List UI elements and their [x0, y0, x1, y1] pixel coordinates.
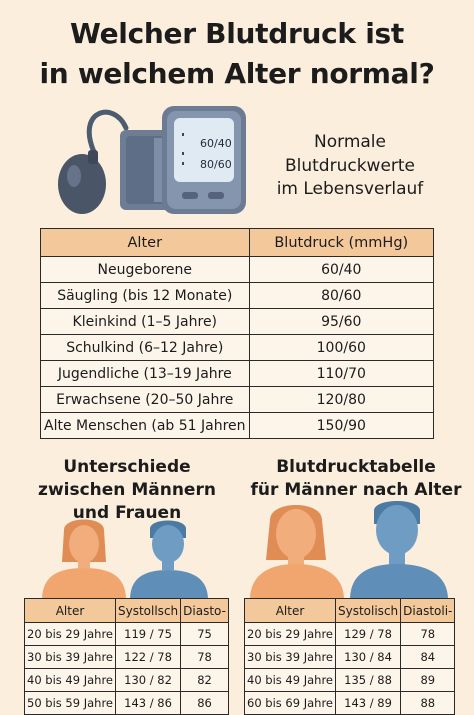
table-row: 40 bis 49 Jahre 130 / 82 82: [24, 668, 229, 692]
table-row: Kleinkind (1–5 Jahre) 95/60: [40, 308, 435, 335]
cell-age: 40 bis 49 Jahre: [244, 668, 336, 692]
table-row: Jugendliche (13–19 Jahre 110/70: [40, 360, 435, 387]
cell-systolic: 122 / 78: [114, 645, 182, 669]
right-section-title: Blutdrucktabelle für Männer nach Alter: [244, 456, 468, 502]
header-age: Alter: [24, 598, 116, 623]
cell-value: 110/70: [248, 360, 435, 387]
cell-systolic: 135 / 88: [334, 668, 402, 692]
cell-diastolic: 84: [400, 645, 456, 669]
cell-diastolic: 82: [180, 668, 229, 692]
cell-systolic: 129 / 78: [334, 622, 402, 646]
cell-age: 50 bis 59 Jahre: [24, 691, 116, 715]
blood-pressure-monitor-icon: 60/40 80/60: [58, 106, 246, 214]
cell-diastolic: 86: [180, 691, 229, 715]
right-age-table: Alter Systolisch Diastoli- 20 bis 29 Jah…: [244, 598, 456, 715]
cell-age: 60 bis 69 Jahre: [244, 691, 336, 715]
cell-age: 30 bis 39 Jahre: [24, 645, 116, 669]
cell-diastolic: 89: [400, 668, 456, 692]
cell-systolic: 143 / 86: [114, 691, 182, 715]
header-age: Alter: [40, 228, 250, 257]
subtitle-line-3: im Lebensverlauf: [276, 179, 424, 199]
cell-systolic: 143 / 89: [334, 691, 402, 715]
table-row: 30 bis 39 Jahre 122 / 78 78: [24, 645, 229, 669]
cell-value: 95/60: [248, 308, 435, 335]
woman-icon: [42, 519, 126, 600]
left-section-line-1: Unterschiede: [63, 457, 191, 477]
subtitle: Normale Blutdruckwerte im Lebensverlauf: [250, 131, 450, 202]
cell-diastolic: 75: [180, 622, 229, 646]
subtitle-line-2: Blutdruckwerte: [284, 155, 416, 176]
cell-age: 20 bis 29 Jahre: [24, 622, 116, 646]
header-blood-pressure: Blutdruck (mmHg): [248, 228, 435, 257]
title-line-2: in welchem Alter normal?: [39, 57, 435, 90]
table-header-row: Alter Systolisch Diastoli-: [244, 598, 456, 623]
table-row: 60 bis 69 Jahre 143 / 89 88: [244, 691, 456, 715]
cell-age: Schulkind (6–12 Jahre): [40, 334, 250, 361]
cell-systolic: 130 / 84: [334, 645, 402, 669]
cell-value: 100/60: [248, 334, 435, 361]
table-row: 20 bis 29 Jahre 119 / 75 75: [24, 622, 229, 646]
cell-age: Neugeborene: [40, 256, 250, 283]
cell-age: Kleinkind (1–5 Jahre): [40, 308, 250, 335]
table-header-row: Alter Systollsch Diasto-: [24, 598, 229, 623]
cell-value: 80/60: [248, 282, 435, 309]
page-title: Welcher Blutdruck ist in welchem Alter n…: [0, 14, 474, 94]
cell-systolic: 119 / 75: [114, 622, 182, 646]
cell-systolic: 130 / 82: [114, 668, 182, 692]
monitor-reading-2: 80/60: [200, 158, 232, 171]
woman-and-man-icon: [42, 519, 208, 600]
man-icon: [350, 501, 448, 600]
cell-diastolic: 78: [180, 645, 229, 669]
table-row: Neugeborene 60/40: [40, 256, 435, 283]
cell-diastolic: 78: [400, 622, 456, 646]
left-section-title: Unterschiede zwischen Männern und Frauen: [22, 456, 232, 525]
cell-value: 150/90: [248, 412, 435, 439]
man-icon: [130, 520, 208, 600]
header-systolic: Systolisch: [334, 598, 402, 623]
header-diastolic: Diasto-: [180, 598, 229, 623]
cell-age: Jugendliche (13–19 Jahre: [40, 360, 250, 387]
table-row: Säugling (bis 12 Monate) 80/60: [40, 282, 435, 309]
table-row: 50 bis 59 Jahre 143 / 86 86: [24, 691, 229, 715]
table-row: 40 bis 49 Jahre 135 / 88 89: [244, 668, 456, 692]
table-row: 30 bis 39 Jahre 130 / 84 84: [244, 645, 456, 669]
header-diastolic: Diastoli-: [400, 598, 456, 623]
table-row: Schulkind (6–12 Jahre) 100/60: [40, 334, 435, 361]
main-blood-pressure-table: Alter Blutdruck (mmHg) Neugeborene 60/40 …: [40, 228, 435, 439]
left-age-table: Alter Systollsch Diasto- 20 bis 29 Jahre…: [24, 598, 229, 715]
cell-age: Säugling (bis 12 Monate): [40, 282, 250, 309]
woman-icon: [250, 505, 344, 600]
right-section-line-1: Blutdrucktabelle: [276, 457, 436, 477]
cell-age: 30 bis 39 Jahre: [244, 645, 336, 669]
cell-age: 20 bis 29 Jahre: [244, 622, 336, 646]
cell-age: 40 bis 49 Jahre: [24, 668, 116, 692]
woman-and-man-large-icon: [250, 501, 448, 600]
right-section-line-2: für Männer nach Alter: [250, 480, 462, 500]
subtitle-line-1: Normale: [314, 132, 386, 152]
left-section-line-2: zwischen Männern: [38, 480, 216, 500]
header-age: Alter: [244, 598, 336, 623]
monitor-reading-1: 60/40: [200, 137, 232, 150]
cell-value: 120/80: [248, 386, 435, 413]
cell-diastolic: 88: [400, 691, 456, 715]
left-section-line-3: und Frauen: [72, 503, 182, 523]
cell-age: Alte Menschen (ab 51 Jahren: [40, 412, 250, 439]
title-line-1: Welcher Blutdruck ist: [70, 17, 404, 50]
cell-value: 60/40: [248, 256, 435, 283]
table-row: Alte Menschen (ab 51 Jahren 150/90: [40, 412, 435, 439]
table-row: 20 bis 29 Jahre 129 / 78 78: [244, 622, 456, 646]
cell-age: Erwachsene (20–50 Jahre: [40, 386, 250, 413]
table-header-row: Alter Blutdruck (mmHg): [40, 228, 435, 257]
table-row: Erwachsene (20–50 Jahre 120/80: [40, 386, 435, 413]
header-systolic: Systollsch: [114, 598, 182, 623]
